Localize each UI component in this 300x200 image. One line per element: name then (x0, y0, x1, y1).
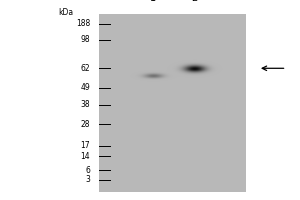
Text: 14: 14 (80, 152, 90, 161)
Text: 2: 2 (191, 0, 198, 3)
Text: 6: 6 (85, 166, 90, 175)
Text: 98: 98 (80, 35, 90, 44)
Text: 49: 49 (80, 83, 90, 92)
Text: kDa: kDa (58, 8, 74, 17)
Text: 28: 28 (80, 120, 90, 129)
Text: 3: 3 (85, 175, 90, 184)
Text: 62: 62 (80, 64, 90, 73)
Bar (99, 14, 246, 192)
Text: 17: 17 (80, 141, 90, 150)
Text: 1: 1 (150, 0, 157, 3)
Text: 38: 38 (80, 100, 90, 109)
Text: 188: 188 (76, 19, 90, 28)
